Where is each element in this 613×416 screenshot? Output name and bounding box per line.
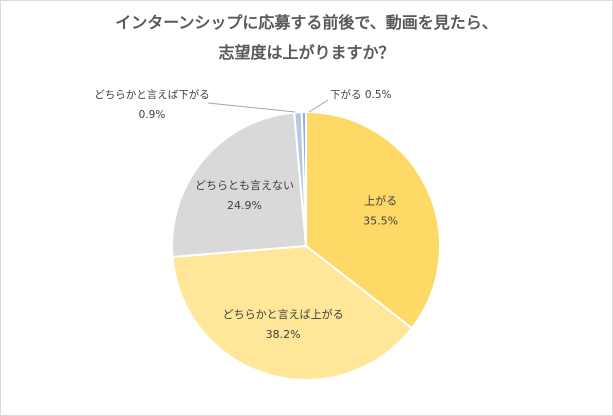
pie-value-label-3: 24.9% [227,199,262,212]
pie-slice-5 [300,110,307,247]
pie-value-label-4: 0.9% [139,109,166,121]
leader-line-5 [308,99,329,113]
pie-slice-1 [305,110,441,330]
pie-label-2: どちらかと言えば上がる [223,307,344,321]
leader-line-4 [207,102,296,113]
pie-label-3: どちらとも言えない [195,179,294,192]
chart-title-line-2: 志望度は上がりますか？ [218,43,395,62]
chart-title: インターンシップに応募する前後で、動画を見たら、 志望度は上がりますか？ [0,8,613,68]
chart-title-line-1: インターンシップに応募する前後で、動画を見たら、 [115,13,498,32]
pie-value-label-2: 38.2% [266,328,301,341]
pie-slice-2 [171,244,414,381]
pie-label-4: どちらかと言えば下がる [94,88,210,101]
pie-slice-3 [171,111,308,259]
pie-value-label-1: 35.5% [363,214,398,227]
pie-label-5: 下がる 0.5% [330,88,392,101]
pie-label-1: 上がる [364,193,397,207]
